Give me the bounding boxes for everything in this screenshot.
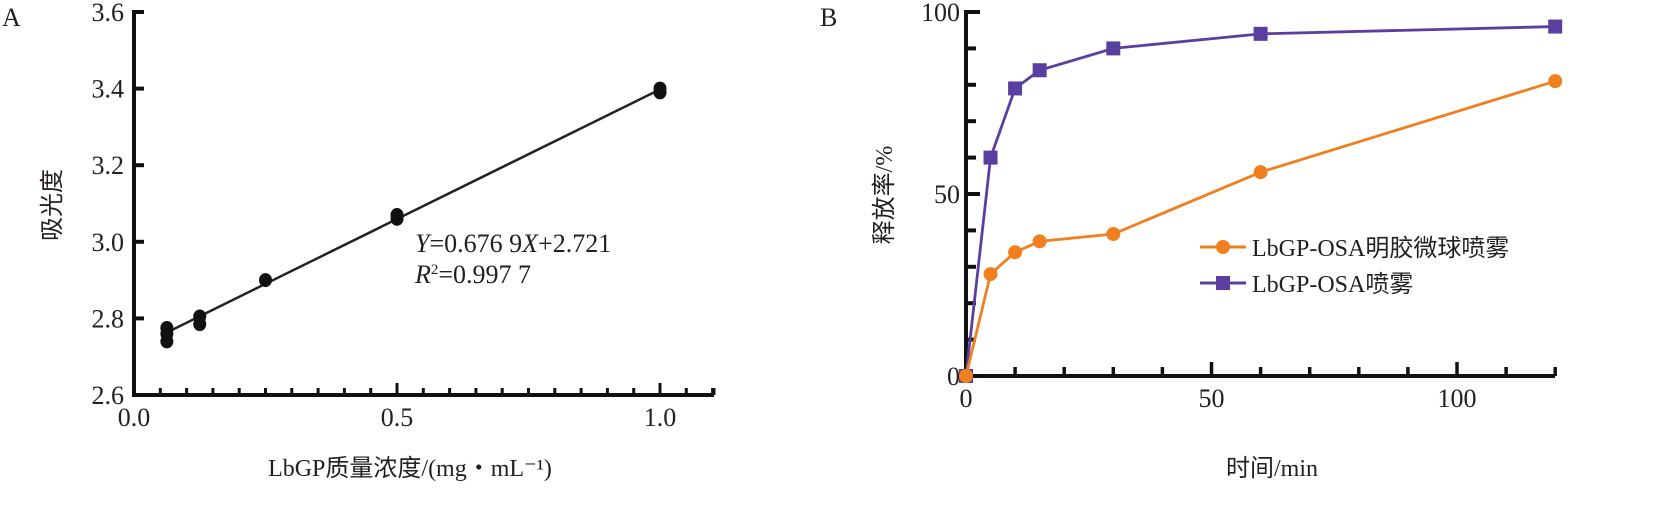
- equation-y-var: Y: [415, 229, 432, 258]
- chart-a-x-tick-label: 0.0: [118, 403, 151, 432]
- panel-label-a: A: [2, 3, 21, 32]
- chart-a-y-tick-label: 2.6: [92, 381, 125, 410]
- panel-label-b: B: [820, 3, 837, 32]
- chart-b-x-tick-label: 100: [1438, 384, 1477, 413]
- chart-b-data-point: [1008, 81, 1023, 96]
- chart-b-x-tick-label: 50: [1199, 384, 1225, 413]
- chart-a-fit-line: [166, 88, 661, 334]
- chart-b-data-point: [1008, 245, 1023, 260]
- chart-a-y-axis-title: 吸光度: [39, 169, 66, 241]
- chart-b-data-point: [983, 150, 998, 165]
- chart-b-series-0: [959, 74, 1563, 383]
- chart-b-y-tick-label: 0: [947, 362, 960, 391]
- chart-a-data-point: [160, 334, 174, 349]
- chart-b: B 0 50 100 0 50 100 释放率/% 时间/min LbGP-OSA明胶微…: [820, 0, 1563, 482]
- chart-b-data-point: [1106, 227, 1121, 242]
- legend-label-1: LbGP-OSA喷雾: [1252, 271, 1413, 298]
- chart-a: A 2.6 2.8 3.0 3.2 3.4 3.6 0.0 0.5 1.0 吸光度 LbGP质…: [2, 0, 716, 482]
- chart-b-data-point: [1253, 165, 1268, 180]
- chart-a-data-point: [390, 211, 404, 226]
- chart-b-y-tick-label: 50: [934, 180, 960, 209]
- chart-b-data-point: [1548, 19, 1563, 34]
- r2-value: =0.997 7: [438, 260, 531, 289]
- chart-b-y-tick-label: 100: [921, 0, 960, 27]
- chart-b-data-point: [1032, 234, 1047, 249]
- chart-b-data-point: [1106, 41, 1121, 56]
- r2-var: R: [414, 260, 431, 289]
- equation-part2: +2.721: [538, 229, 611, 258]
- legend-swatch-marker-0: [1216, 240, 1230, 254]
- chart-a-y-tick-label: 2.8: [92, 304, 125, 333]
- chart-a-x-tick-label: 1.0: [644, 403, 677, 432]
- legend-item-1: LbGP-OSA喷雾: [1200, 271, 1413, 298]
- chart-b-series-line-0: [964, 79, 1556, 377]
- chart-b-series-line-1: [964, 25, 1556, 377]
- chart-a-points: [160, 81, 667, 349]
- chart-b-series: [959, 19, 1563, 383]
- chart-a-x-tick-label: 0.5: [381, 403, 414, 432]
- chart-a-regression-line: [166, 88, 661, 334]
- chart-b-data-point: [959, 369, 973, 383]
- chart-b-data-point: [983, 267, 998, 282]
- chart-b-data-point: [1032, 63, 1047, 78]
- chart-a-x-axis-title: LbGP质量浓度/(mg・mL⁻¹): [268, 455, 552, 482]
- chart-b-y-axis-title: 释放率/%: [871, 146, 898, 245]
- chart-a-data-point: [193, 317, 207, 332]
- chart-b-x-axis: 0 50 100: [960, 362, 1557, 413]
- chart-b-series-1: [959, 19, 1563, 383]
- chart-a-y-tick-label: 3.2: [92, 151, 125, 180]
- chart-a-data-point: [259, 273, 272, 288]
- legend-item-0: LbGP-OSA明胶微球喷雾: [1200, 235, 1509, 262]
- chart-a-y-tick-label: 3.4: [92, 75, 125, 104]
- chart-a-equation: Y=0.676 9X+2.721: [415, 229, 611, 258]
- chart-a-data-point: [653, 85, 667, 100]
- legend-swatch-marker-1: [1216, 276, 1230, 290]
- chart-b-data-point: [1253, 26, 1268, 41]
- legend-label-0: LbGP-OSA明胶微球喷雾: [1252, 235, 1509, 262]
- chart-a-y-tick-label: 3.6: [92, 0, 125, 27]
- chart-a-x-axis: 0.0 0.5 1.0: [118, 383, 716, 432]
- r2-superscript: 2: [431, 262, 439, 278]
- chart-b-x-axis-title: 时间/min: [1226, 455, 1318, 482]
- equation-part1: =0.676 9: [429, 229, 522, 258]
- chart-a-y-tick-label: 3.0: [92, 228, 125, 257]
- chart-b-data-point: [1548, 74, 1563, 89]
- chart-a-y-axis: 2.6 2.8 3.0 3.2 3.4 3.6: [92, 0, 144, 410]
- chart-b-x-tick-label: 0: [960, 384, 973, 413]
- chart-b-legend: LbGP-OSA明胶微球喷雾 LbGP-OSA喷雾: [1200, 235, 1509, 298]
- chart-a-r-squared: R2=0.997 7: [414, 260, 531, 289]
- equation-x-var: X: [521, 229, 539, 258]
